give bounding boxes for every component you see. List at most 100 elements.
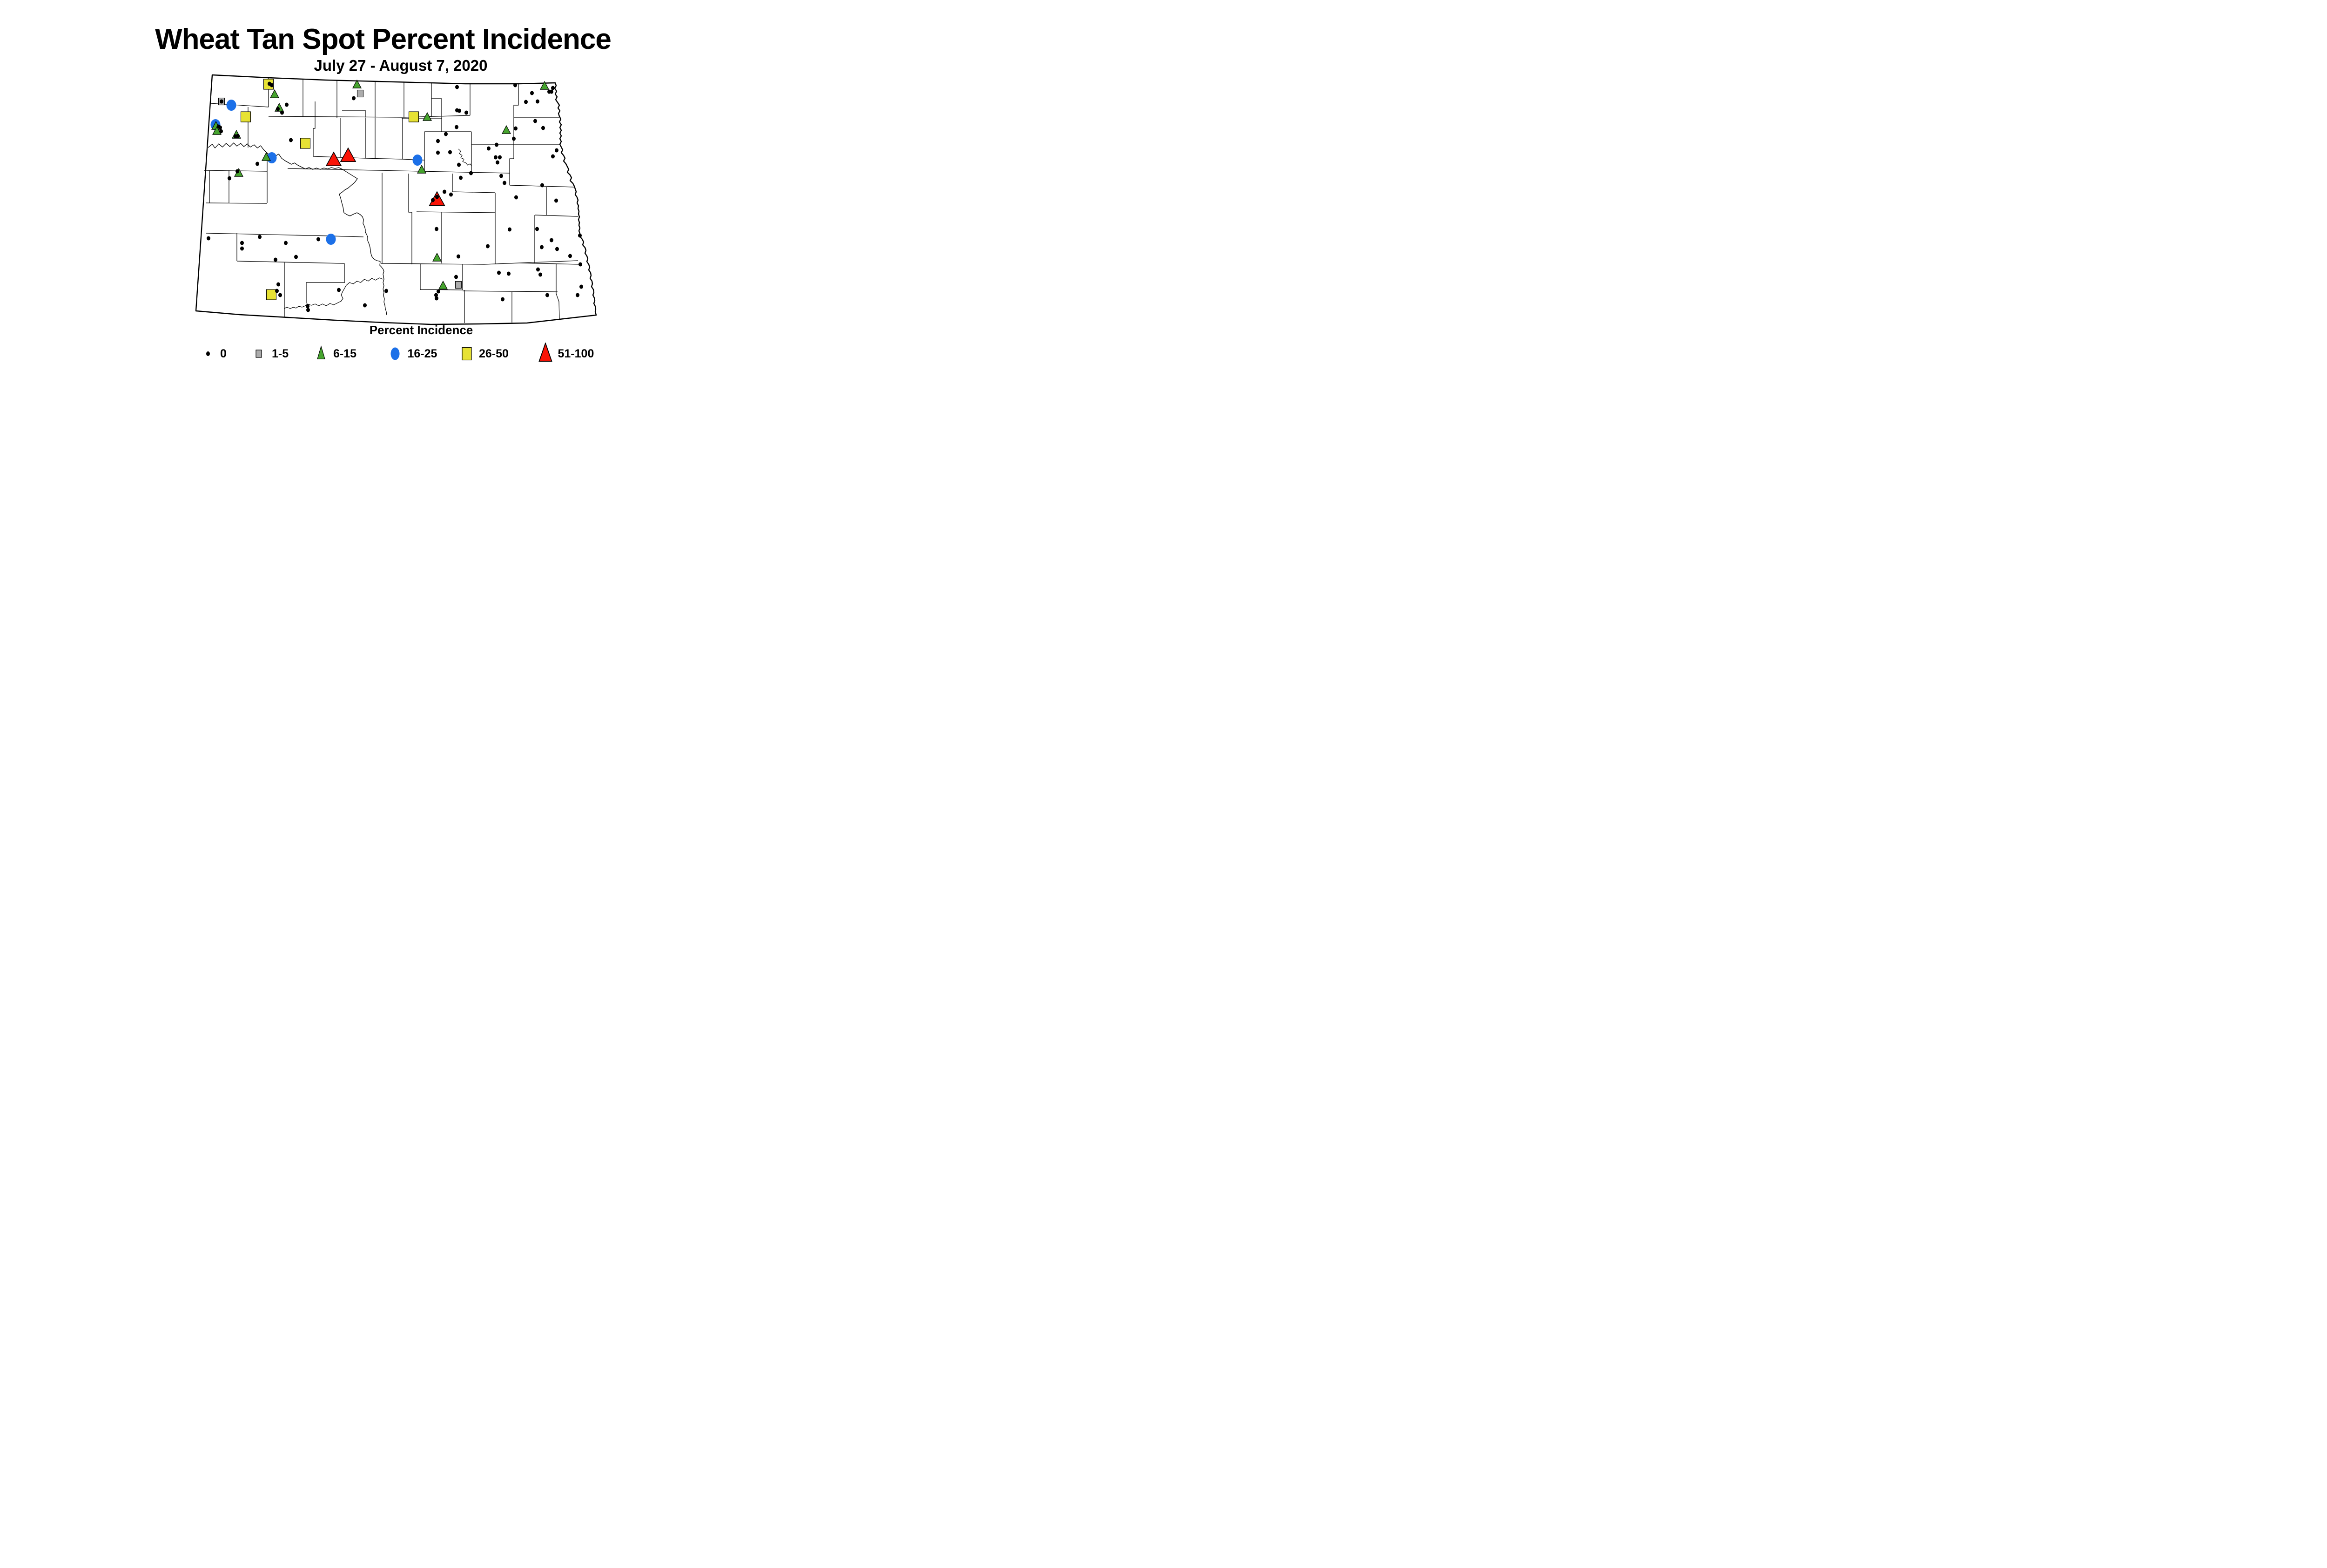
marker-0-dot — [503, 181, 506, 185]
marker-0-dot — [486, 244, 490, 249]
marker-0-dot — [220, 99, 223, 104]
marker-0-dot — [284, 241, 288, 245]
marker-0-dot — [275, 289, 279, 293]
marker-26-50-square — [408, 111, 419, 122]
marker-0-dot — [207, 236, 210, 241]
marker-0-dot — [274, 257, 277, 262]
marker-0-dot — [499, 174, 503, 178]
marker-0-dot — [285, 102, 289, 107]
marker-0-dot — [235, 169, 239, 174]
marker-0-dot — [541, 126, 545, 130]
marker-0-dot — [545, 293, 549, 297]
legend-item-0: 0 — [198, 343, 227, 365]
marker-0-dot — [508, 227, 511, 232]
legend-label: 26-50 — [479, 347, 509, 360]
marker-0-dot — [551, 86, 555, 90]
marker-0-dot — [535, 227, 539, 231]
marker-0-dot — [276, 107, 280, 111]
marker-0-dot — [363, 303, 367, 308]
marker-0-dot — [501, 297, 504, 302]
marker-0-dot — [514, 126, 518, 131]
legend-label: 0 — [220, 347, 227, 360]
marker-0-dot — [497, 270, 501, 275]
marker-0-dot — [280, 110, 284, 115]
marker-0-dot — [513, 83, 517, 87]
map-canvas: Wheat Tan Spot Percent Incidence July 27… — [0, 0, 751, 392]
marker-0-dot — [437, 289, 440, 294]
marker-layer — [207, 79, 583, 312]
marker-26-50-square — [300, 138, 311, 149]
marker-0-dot — [555, 247, 559, 251]
marker-6-15-triangle — [262, 152, 271, 161]
marker-0-dot — [457, 108, 461, 113]
marker-0-dot — [487, 146, 491, 151]
page-title: Wheat Tan Spot Percent Incidence — [155, 23, 612, 55]
marker-0-dot — [551, 154, 555, 159]
marker-6-15-triangle — [423, 112, 432, 121]
marker-0-dot — [496, 160, 499, 165]
marker-26-50-square — [240, 111, 251, 122]
marker-1-5-square — [455, 281, 462, 289]
legend-triangle-icon — [317, 345, 325, 359]
missouri-river — [208, 142, 387, 316]
marker-16-25-circle — [326, 234, 336, 245]
marker-0-dot — [435, 296, 438, 301]
legend-dot-icon — [206, 351, 210, 356]
marker-0-dot — [578, 233, 582, 238]
marker-0-dot — [294, 255, 298, 259]
marker-26-50-square — [266, 289, 277, 300]
marker-0-dot — [431, 198, 435, 202]
marker-6-15-triangle — [417, 164, 426, 174]
marker-0-dot — [240, 246, 244, 251]
marker-0-dot — [258, 235, 262, 239]
legend-title: Percent Incidence — [369, 323, 473, 337]
legend-triangle-icon — [538, 343, 552, 362]
north-dakota-map — [195, 74, 597, 325]
marker-0-dot — [494, 155, 498, 160]
marker-51-100-triangle — [340, 147, 356, 162]
devils-lake — [458, 148, 472, 166]
marker-0-dot — [469, 171, 473, 175]
marker-0-dot — [436, 150, 440, 155]
marker-0-dot — [514, 195, 518, 200]
marker-6-15-triangle — [502, 125, 511, 134]
marker-0-dot — [457, 162, 461, 167]
marker-0-dot — [498, 155, 502, 160]
marker-0-dot — [512, 136, 516, 141]
legend-item-6-15: 6-15 — [311, 343, 356, 365]
marker-0-dot — [536, 267, 540, 272]
marker-0-dot — [568, 254, 572, 258]
marker-0-dot — [464, 110, 468, 115]
marker-0-dot — [555, 148, 558, 153]
marker-0-dot — [455, 125, 458, 129]
marker-0-dot — [578, 262, 582, 267]
marker-0-dot — [435, 195, 439, 199]
legend-item-26-50: 26-50 — [457, 343, 509, 365]
marker-0-dot — [459, 175, 463, 180]
marker-0-dot — [256, 162, 259, 166]
legend-label: 51-100 — [558, 347, 594, 360]
marker-0-dot — [538, 272, 542, 277]
marker-0-dot — [554, 198, 558, 203]
marker-0-dot — [276, 282, 280, 287]
marker-0-dot — [289, 138, 293, 142]
marker-0-dot — [455, 85, 459, 89]
marker-16-25-circle — [412, 155, 423, 166]
marker-0-dot — [352, 96, 356, 101]
marker-0-dot — [536, 99, 539, 104]
marker-6-15-triangle — [352, 79, 362, 88]
marker-6-15-triangle — [540, 81, 549, 90]
marker-0-dot — [495, 142, 498, 147]
marker-0-dot — [270, 83, 274, 87]
marker-6-15-triangle — [438, 280, 448, 289]
marker-0-dot — [547, 89, 551, 94]
marker-0-dot — [540, 245, 544, 249]
marker-0-dot — [454, 275, 458, 279]
marker-16-25-circle — [226, 100, 236, 111]
marker-6-15-triangle — [432, 252, 442, 262]
marker-0-dot — [540, 183, 544, 188]
cannonball-river — [284, 277, 383, 309]
legend-label: 6-15 — [333, 347, 357, 360]
marker-0-dot — [306, 304, 309, 309]
marker-0-dot — [236, 134, 240, 138]
